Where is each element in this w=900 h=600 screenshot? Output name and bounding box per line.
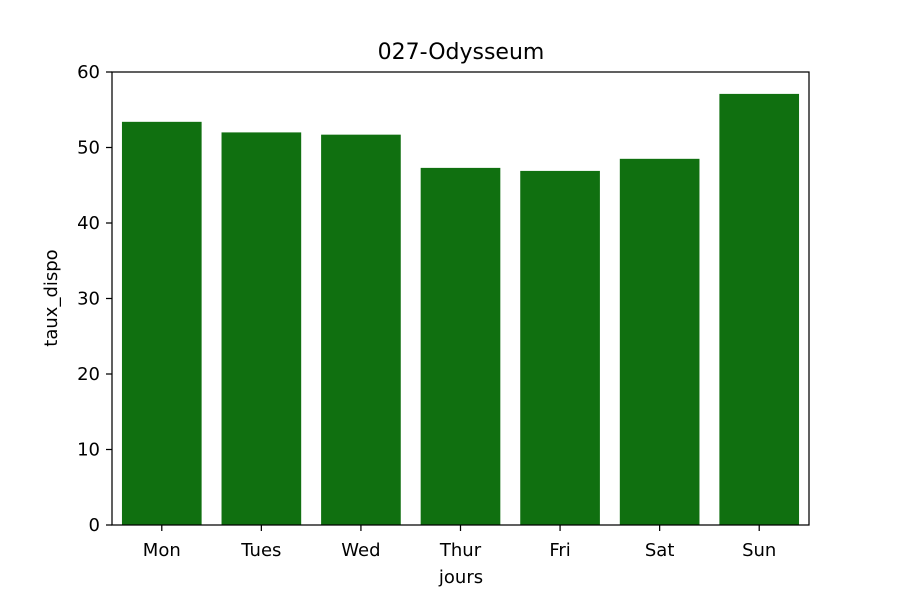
x-axis-label: jours bbox=[438, 567, 483, 588]
x-tick-label: Tues bbox=[240, 540, 281, 561]
bar-sat bbox=[619, 158, 700, 525]
x-tick-label: Sun bbox=[742, 540, 776, 561]
plot-frame bbox=[111, 71, 810, 526]
x-tick-label: Fri bbox=[549, 540, 570, 561]
x-axis: Mon Tues Wed Thur Fri Sat Sun bbox=[143, 525, 776, 561]
x-tick-label: Wed bbox=[341, 540, 380, 561]
bar-sun bbox=[719, 93, 800, 526]
y-tick-label: 30 bbox=[77, 289, 100, 310]
y-tick-label: 10 bbox=[77, 440, 100, 461]
y-tick-label: 50 bbox=[77, 138, 100, 159]
y-tick-label: 60 bbox=[77, 62, 100, 83]
x-tick-label: Sat bbox=[645, 540, 675, 561]
y-axis-label: taux_dispo bbox=[41, 249, 62, 346]
y-axis: 0 10 20 30 40 50 60 bbox=[77, 62, 112, 536]
chart-title: 027-Odysseum bbox=[378, 40, 545, 65]
y-tick-label: 20 bbox=[77, 364, 100, 385]
x-tick-label: Thur bbox=[439, 540, 482, 561]
bar-tues bbox=[221, 132, 302, 525]
bar-mon bbox=[121, 121, 202, 525]
x-tick-label: Mon bbox=[143, 540, 181, 561]
bar-wed bbox=[321, 134, 401, 526]
y-tick-label: 40 bbox=[77, 213, 100, 234]
y-tick-label: 0 bbox=[89, 515, 100, 536]
bar-thur bbox=[420, 167, 501, 525]
bar-fri bbox=[520, 170, 600, 525]
bars-group bbox=[121, 93, 800, 526]
